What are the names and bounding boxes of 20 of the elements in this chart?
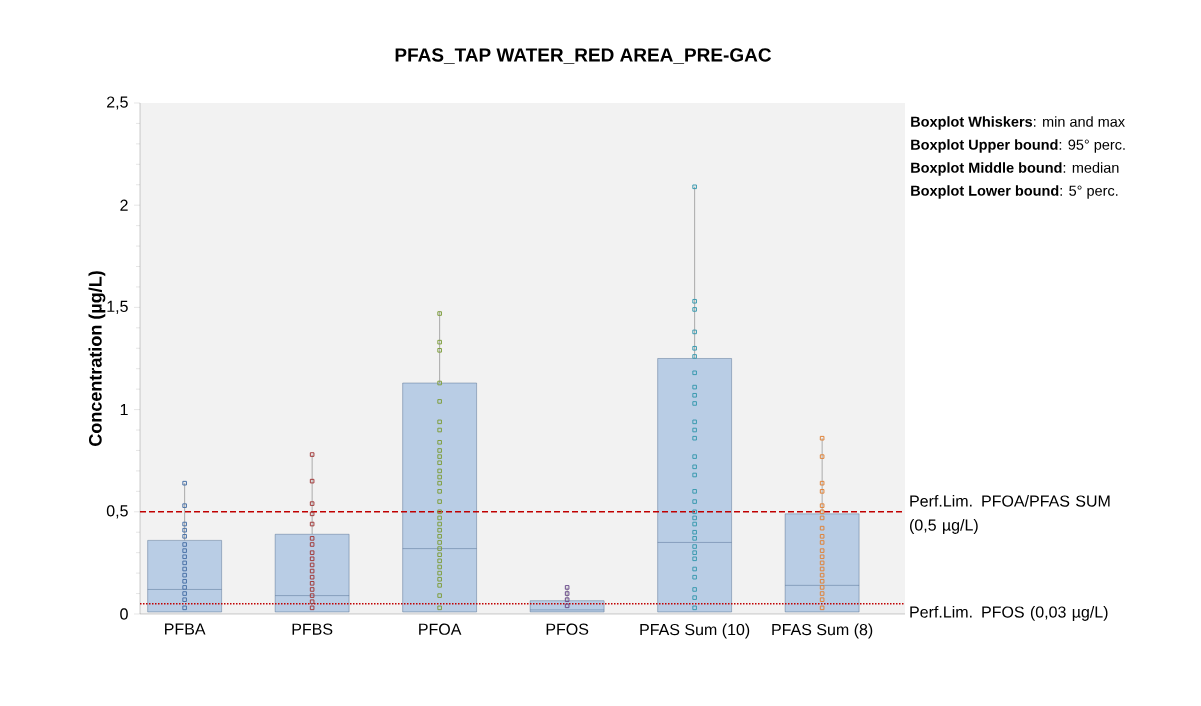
x-tick-label: PFAS Sum (10) <box>640 623 750 639</box>
ref-line-label: Perf.Lim. PFOA/PFAS SUM (0,5 µg/L) <box>910 494 1110 534</box>
y-tick-label: 2,5 <box>107 96 128 110</box>
y-tick-label: 0,5 <box>106 505 128 519</box>
y-tick-label: 2 <box>120 199 128 211</box>
text: Boxplot Whiskers: min and max <box>911 116 1125 130</box>
x-tick-label: PFAS Sum (8) <box>772 623 873 639</box>
x-tick-label: PFBA <box>165 623 206 635</box>
x-tick-label: PFOA <box>419 623 462 635</box>
x-tick-label: PFBS <box>292 623 333 635</box>
y-axis-title: Concentration (µg/L) <box>88 271 106 446</box>
text: Boxplot Lower bound: 5° perc. <box>911 185 1118 199</box>
y-tick-label: 1 <box>120 404 128 416</box>
text: Boxplot Middle bound: median <box>911 162 1119 176</box>
ref-line-label: Perf.Lim. PFOS (0,03 µg/L) <box>910 605 1108 621</box>
y-tick-label: 1,5 <box>107 300 128 314</box>
x-tick-label: PFOS <box>546 623 589 635</box>
chart-title: PFAS_TAP WATER_RED AREA_PRE-GAC <box>395 48 772 64</box>
y-tick-label: 0 <box>120 608 128 620</box>
text: Boxplot Upper bound: 95° perc. <box>911 139 1125 153</box>
